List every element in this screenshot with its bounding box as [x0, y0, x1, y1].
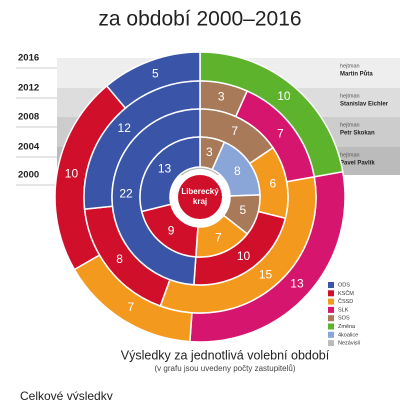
legend-label: SLK — [338, 307, 349, 313]
segment-label: 5 — [239, 203, 246, 217]
legend-swatch — [328, 323, 334, 330]
legend-swatch — [328, 331, 334, 338]
governor-name: Petr Skokan — [340, 131, 375, 137]
governor-name: Martin Půta — [340, 71, 373, 78]
year-label: 2012 — [18, 83, 39, 94]
governor-role: hejtman — [340, 63, 360, 69]
ring-segment — [139, 136, 201, 213]
year-label: 2016 — [18, 53, 39, 64]
note: (v grafu jsou uvedeny počty zastupitelů) — [155, 364, 296, 373]
legend-label: Změna — [338, 324, 356, 330]
title: za období 2000–2016 — [98, 8, 301, 31]
governor-name: Stanislav Eichler — [340, 102, 389, 108]
year-label: 2000 — [18, 170, 39, 181]
legend-label: ČSSD — [338, 298, 353, 305]
segment-label: 7 — [128, 300, 135, 314]
logo-text: Liberecký — [181, 187, 219, 196]
legend-label: SOS — [338, 316, 350, 322]
segment-label: 12 — [118, 121, 132, 135]
segment-label: 10 — [65, 167, 79, 181]
segment-label: 6 — [270, 176, 277, 190]
segment-label: 3 — [218, 89, 225, 103]
segment-label: 7 — [231, 124, 238, 138]
governor-name: Pavel Pavlík — [340, 161, 375, 167]
segment-label: 8 — [234, 164, 241, 178]
segment-label: 22 — [119, 187, 133, 201]
legend-swatch — [328, 340, 334, 347]
governor-role: hejtman — [340, 93, 360, 99]
segment-label: 10 — [277, 89, 291, 103]
legend-label: 4koalice — [338, 332, 358, 338]
governor-role: hejtman — [340, 152, 360, 158]
legend-label: Nezávislí — [338, 341, 361, 347]
legend-swatch — [328, 290, 334, 297]
legend-swatch — [328, 282, 334, 288]
segment-label: 13 — [290, 276, 304, 290]
segment-label: 15 — [259, 267, 273, 281]
segment-label: 7 — [215, 230, 222, 244]
segment-label: 8 — [116, 252, 123, 266]
legend-label: KSČM — [338, 290, 354, 297]
section-title: Celkové výsledky — [20, 389, 113, 400]
segment-label: 10 — [237, 249, 251, 263]
segment-label: 13 — [158, 161, 172, 175]
logo-text: kraj — [193, 197, 207, 206]
year-label: 2008 — [18, 112, 39, 123]
caption: Výsledky za jednotlivá volební období — [121, 348, 330, 362]
legend-swatch — [328, 306, 334, 313]
legend-swatch — [328, 315, 334, 322]
year-label: 2004 — [18, 142, 40, 153]
legend-swatch — [328, 298, 334, 305]
segment-label: 5 — [152, 67, 159, 81]
segment-label: 3 — [206, 145, 213, 159]
legend-label: ODS — [338, 282, 350, 288]
governor-role: hejtman — [340, 122, 360, 128]
logo — [178, 175, 222, 219]
segment-label: 9 — [168, 224, 175, 238]
segment-label: 7 — [277, 126, 284, 140]
